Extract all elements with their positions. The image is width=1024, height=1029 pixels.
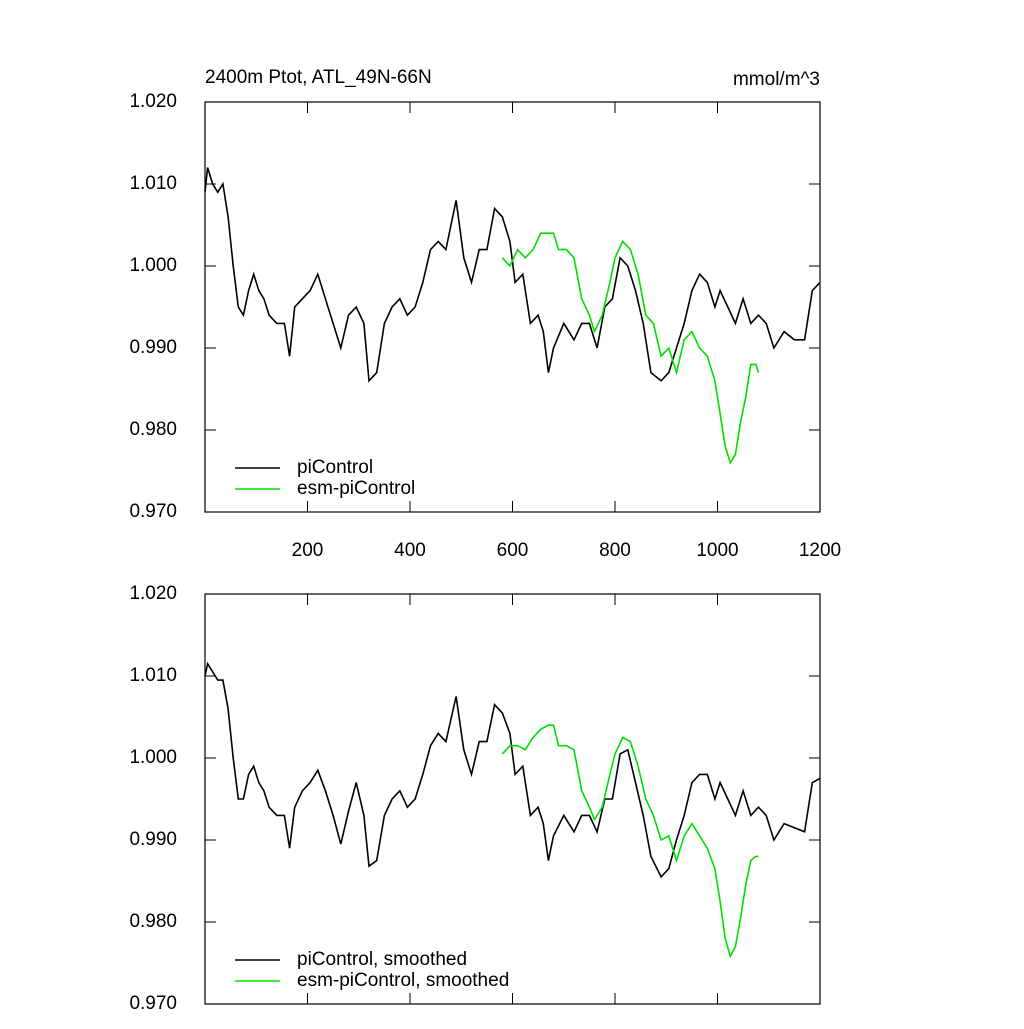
series-line [204,661,821,879]
series-line [204,167,821,383]
series-line [501,232,760,465]
legend-label: esm-piControl [297,478,415,499]
y-tick-label: 1.010 [129,665,177,686]
y-tick-label: 0.980 [129,911,177,932]
y-tick-label: 0.970 [129,501,177,522]
series-line [501,724,759,959]
y-tick-label: 1.000 [129,747,177,768]
y-tick-label: 1.010 [129,173,177,194]
legend-label: piControl, smoothed [297,949,467,970]
y-tick-label: 1.020 [129,91,177,112]
y-tick-label: 1.020 [129,583,177,604]
x-tick-label: 1200 [799,540,841,561]
chart-title: 2400m Ptot, ATL_49N-66N [205,67,432,88]
x-tick-label: 1000 [696,540,738,561]
legend-label: piControl [297,457,373,478]
y-tick-label: 0.990 [129,829,177,850]
y-tick-label: 0.990 [129,337,177,358]
x-tick-label: 600 [497,540,529,561]
x-tick-label: 400 [394,540,426,561]
x-tick-label: 800 [599,540,631,561]
units-label: mmol/m^3 [733,69,820,90]
x-tick-label: 200 [292,540,324,561]
y-tick-label: 0.970 [129,993,177,1014]
y-tick-label: 0.980 [129,419,177,440]
y-tick-label: 1.000 [129,255,177,276]
legend-label: esm-piControl, smoothed [297,970,509,991]
